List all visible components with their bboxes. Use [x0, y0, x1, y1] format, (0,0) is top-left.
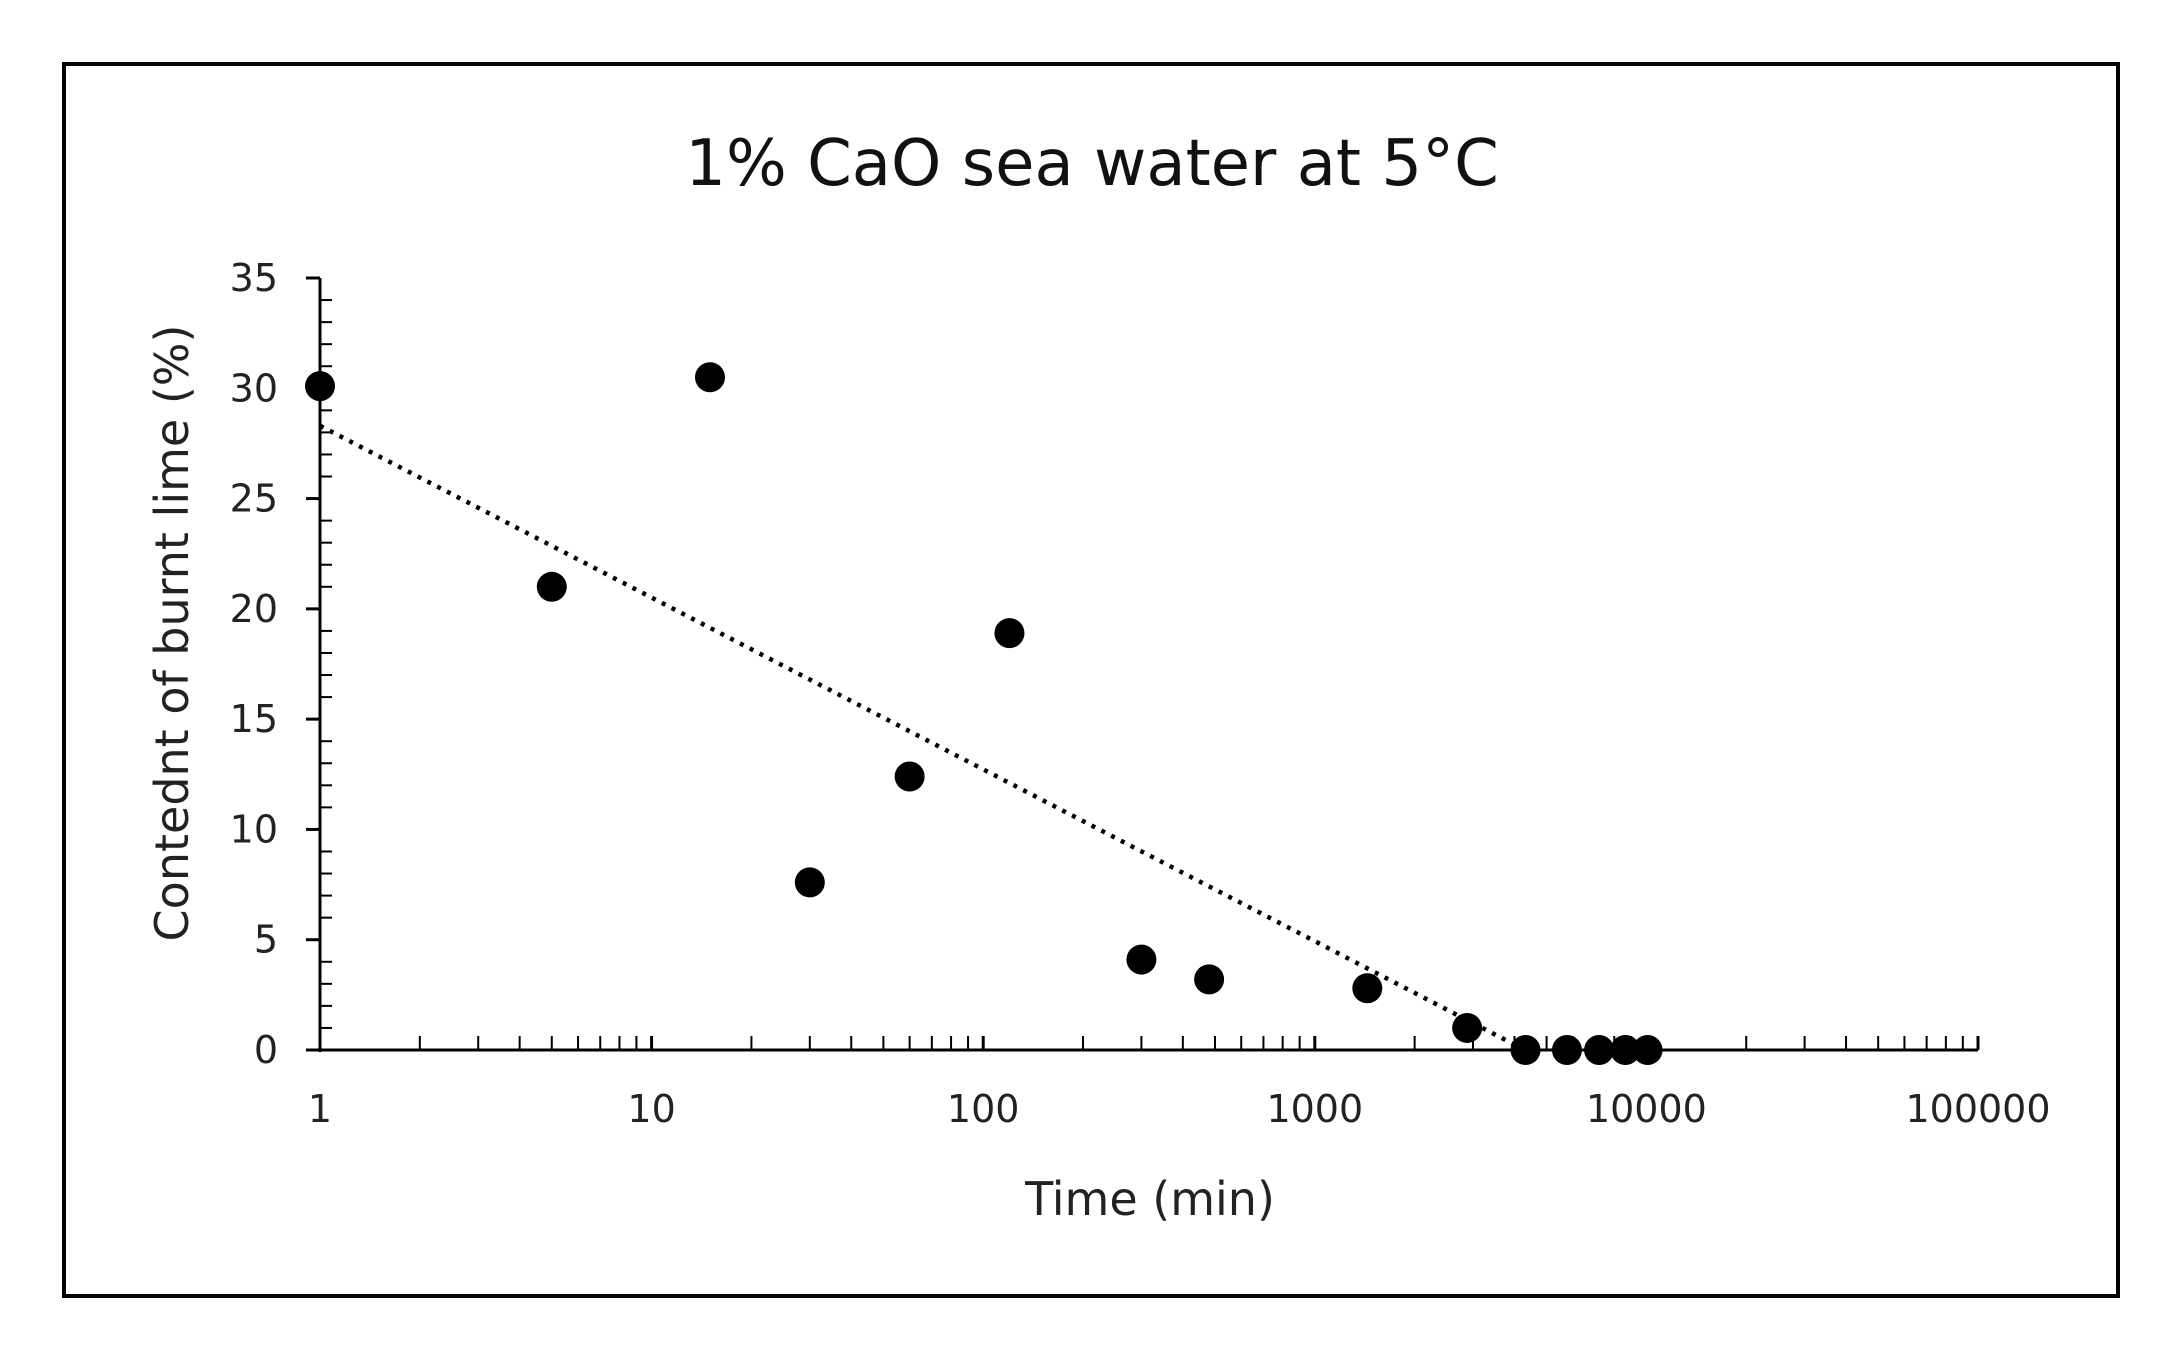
- data-point: [1126, 944, 1157, 975]
- data-point: [894, 761, 925, 792]
- x-tick-label: 100: [947, 1087, 1020, 1131]
- x-axis-label: Time (min): [1024, 1172, 1275, 1226]
- chart-title: 1% CaO sea water at 5°C: [685, 127, 1499, 201]
- y-tick-label: 35: [230, 256, 278, 300]
- y-tick-label: 25: [230, 477, 278, 521]
- y-tick-label: 30: [230, 366, 278, 410]
- data-point: [1610, 1035, 1641, 1065]
- x-tick-label: 10: [627, 1087, 675, 1131]
- trendline-layer: [318, 423, 1526, 1052]
- data-point: [1452, 1012, 1483, 1043]
- axes: 0 5 10 15 20 25 30 35 1 10 100 1000 10000 100000: [230, 256, 2051, 1131]
- data-points: [305, 362, 1663, 1065]
- data-point: [1632, 1035, 1663, 1065]
- y-tick-label: 20: [230, 587, 278, 631]
- x-tick-label: 1000: [1266, 1087, 1363, 1131]
- data-point: [1584, 1035, 1615, 1065]
- y-tick-label: 15: [230, 697, 278, 741]
- data-point: [1194, 964, 1225, 995]
- y-tick-label: 0: [254, 1028, 278, 1072]
- x-tick-label: 10000: [1586, 1087, 1707, 1131]
- data-point: [1510, 1035, 1541, 1065]
- chart-frame: [62, 62, 2120, 1298]
- data-point: [994, 618, 1025, 649]
- data-point: [305, 371, 335, 402]
- data-point: [694, 362, 725, 393]
- data-point: [1352, 973, 1383, 1004]
- data-point: [536, 571, 567, 602]
- y-tick-label: 5: [254, 918, 278, 962]
- trendline: [318, 423, 1526, 1052]
- x-tick-label: 1: [308, 1087, 332, 1131]
- y-tick-label: 10: [230, 807, 278, 851]
- data-point: [794, 867, 825, 898]
- y-axis-label: Contednt of burnt lime (%): [145, 325, 199, 942]
- data-point: [1551, 1035, 1582, 1065]
- x-tick-label: 100000: [1905, 1087, 2050, 1131]
